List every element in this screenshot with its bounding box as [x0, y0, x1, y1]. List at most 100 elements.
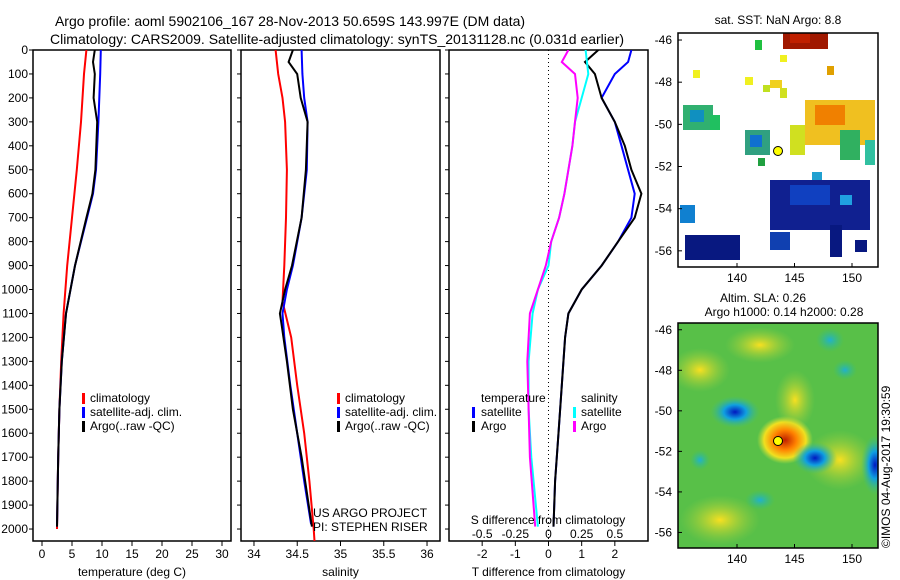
legend-swatch-climatology: [82, 393, 85, 404]
lat-tick-label: -48: [655, 75, 673, 89]
lat-tick-label: -54: [655, 202, 673, 216]
y-tick-label: 1900: [1, 498, 28, 512]
y-tick-label: 1500: [1, 402, 28, 416]
legend-swatch-argo: [82, 421, 85, 432]
series-line-t-satellite: [552, 50, 636, 527]
legend-label: satellite: [481, 405, 522, 419]
legend-title-temperature: temperature: [481, 391, 546, 405]
y-tick-label: 300: [8, 115, 28, 129]
x-axis-label: T difference from climatology: [472, 565, 626, 579]
temperature-legend: climatology satellite-adj. clim. Argo(..…: [82, 391, 182, 433]
lon-tick-label: 145: [784, 271, 804, 285]
lat-tick-label: -48: [655, 363, 673, 377]
lon-tick-label: 150: [842, 271, 862, 285]
lat-tick-label: -56: [655, 525, 673, 539]
y-tick-label: 600: [8, 187, 28, 201]
x-tick-label: 0: [545, 547, 552, 561]
lat-tick-label: -54: [655, 485, 673, 499]
series-line-s-argo: [526, 50, 579, 527]
x-tick-label: 5: [69, 547, 76, 561]
lat-tick-label: -46: [655, 323, 673, 337]
title-line-2: Climatology: CARS2009. Satellite-adjuste…: [50, 31, 624, 47]
x-axis-label: salinity: [322, 565, 359, 579]
x-tick-label: 36: [420, 547, 434, 561]
series-line-argo-raw-qc-: [278, 50, 313, 527]
y-tick-label: 200: [8, 91, 28, 105]
legend-swatch-climatology: [337, 393, 340, 404]
legend-swatch-argo: [337, 421, 340, 432]
y-tick-label: 1000: [1, 283, 28, 297]
sst-map: [677, 32, 879, 268]
legend-swatch-s-argo: [573, 421, 576, 432]
x-tick-label: -1: [510, 547, 521, 561]
legend-label: Argo(..raw -QC): [90, 419, 175, 433]
legend-label: Argo: [581, 419, 607, 433]
x-tick-label: -2: [477, 547, 488, 561]
x-tick-label: 15: [125, 547, 139, 561]
legend-label: climatology: [90, 391, 150, 405]
y-tick-label: 800: [8, 235, 28, 249]
title-line-1: Argo profile: aoml 5902106_167 28-Nov-20…: [55, 13, 525, 29]
series-line-satellite-adj-clim-: [56, 50, 102, 527]
legend-swatch-t-satellite: [472, 407, 475, 418]
x-tick-label: 25: [185, 547, 199, 561]
y-tick-label: 2000: [1, 522, 28, 536]
legend-title-salinity: salinity: [581, 391, 618, 405]
y-tick-label: 400: [8, 139, 28, 153]
legend-label: Argo: [481, 419, 507, 433]
project-annotation: US ARGO PROJECT: [313, 506, 428, 520]
argo-location-marker: [773, 146, 783, 156]
lon-tick-label: 150: [842, 552, 862, 566]
y-tick-label: 900: [8, 259, 28, 273]
x-tick-label: 34.5: [286, 547, 310, 561]
s-tick-label: 0.5: [606, 527, 623, 541]
legend-label: satellite-adj. clim.: [90, 405, 182, 419]
x-axis-label: temperature (deg C): [78, 565, 186, 579]
sst-map-title: sat. SST: NaN Argo: 8.8: [715, 13, 842, 27]
y-tick-label: 500: [8, 163, 28, 177]
lat-tick-label: -56: [655, 244, 673, 258]
y-tick-label: 0: [21, 43, 28, 57]
x-tick-label: 35.5: [372, 547, 396, 561]
lat-tick-label: -46: [655, 33, 673, 47]
imos-credit: ©IMOS 04-Aug-2017 19:30:59: [879, 385, 893, 548]
argo-location-marker: [773, 436, 783, 446]
y-tick-label: 1200: [1, 330, 28, 344]
temperature-panel: 0 5 10 15 20 25 30 temperature (deg C) 0 100 200 30…: [1, 43, 232, 579]
lon-tick-label: 140: [727, 552, 747, 566]
sla-title: Altim. SLA: 0.26: [720, 291, 806, 305]
lat-tick-label: -50: [655, 404, 673, 418]
lon-tick-label: 140: [727, 271, 747, 285]
legend-swatch-satellite: [337, 407, 340, 418]
salinity-panel: 34 34.5 35 35.5 36 salinity: [237, 49, 441, 579]
y-tick-label: 1100: [2, 306, 28, 320]
legend-label: satellite-adj. clim.: [345, 405, 437, 419]
plot-frame: [448, 49, 649, 542]
x-tick-label: 10: [95, 547, 109, 561]
pi-annotation: PI: STEPHEN RISER: [313, 520, 428, 534]
legend-label: climatology: [345, 391, 405, 405]
series-line-climatology: [274, 50, 316, 541]
s-tick-label: -0.25: [502, 527, 530, 541]
y-tick-label: 1300: [1, 354, 28, 368]
lat-tick-label: -52: [655, 444, 673, 458]
legend-swatch-s-satellite: [573, 407, 576, 418]
y-tick-label: 1700: [1, 450, 28, 464]
legend-label: Argo(..raw -QC): [345, 419, 430, 433]
x-tick-label: 0: [39, 547, 46, 561]
legend-swatch-satellite: [82, 407, 85, 418]
s-tick-label: 0.25: [570, 527, 594, 541]
y-tick-label: 100: [8, 67, 28, 81]
series-line-argo-raw-qc-: [56, 50, 99, 527]
y-tick-label: 1400: [1, 378, 28, 392]
lat-tick-label: -50: [655, 117, 673, 131]
y-tick-label: 1800: [1, 474, 28, 488]
legend-swatch-t-argo: [472, 421, 475, 432]
x-tick-label: 2: [611, 547, 618, 561]
y-tick-label: 1600: [1, 426, 28, 440]
sla-subtitle: Argo h1000: 0.14 h2000: 0.28: [705, 305, 864, 319]
series-line-t-argo: [552, 50, 643, 527]
salinity-legend: climatology satellite-adj. clim. Argo(..…: [337, 391, 437, 433]
x-tick-label: 35: [334, 547, 348, 561]
